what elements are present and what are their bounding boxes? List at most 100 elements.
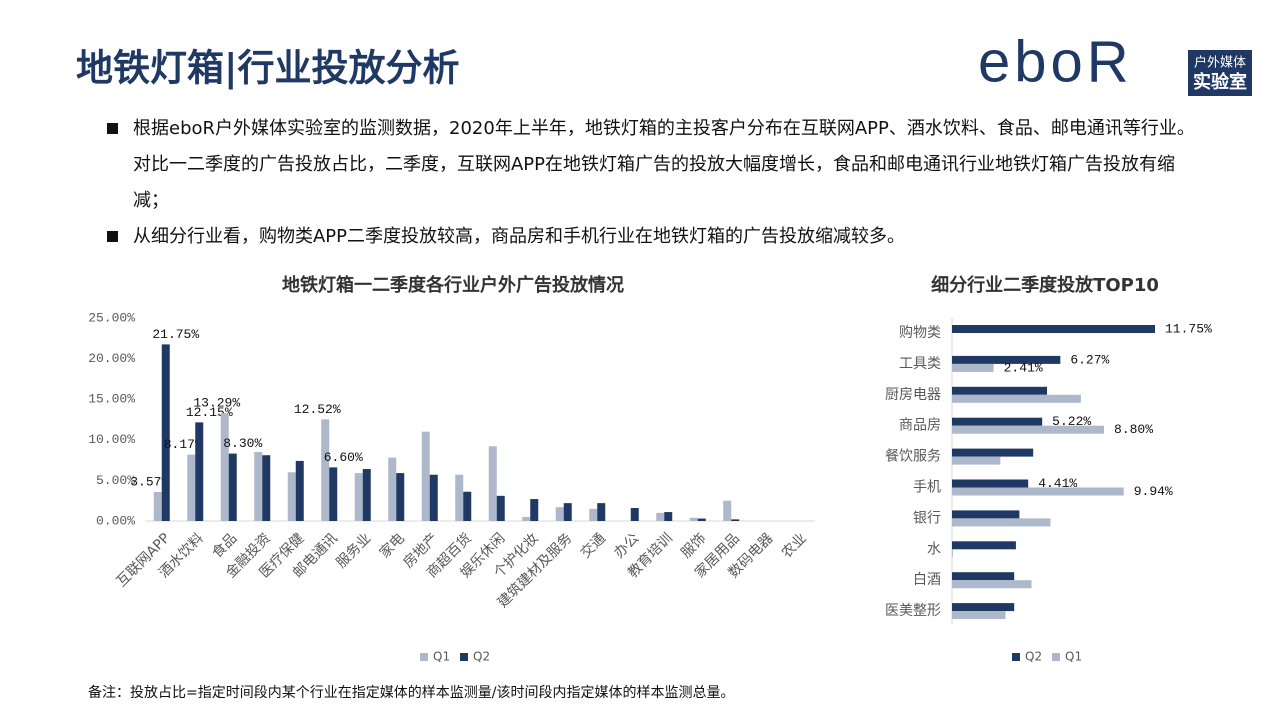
bar — [952, 518, 1051, 527]
bar — [656, 512, 665, 521]
logo-box — [1188, 50, 1252, 96]
bar — [396, 473, 405, 521]
bar — [630, 508, 639, 521]
y-tick-label: 餐饮服务 — [885, 449, 941, 465]
bar — [488, 446, 497, 521]
bar — [731, 519, 740, 521]
y-tick-label: 商品房 — [899, 418, 941, 434]
legend-swatch — [1052, 653, 1060, 661]
bar — [952, 456, 1001, 465]
bar — [597, 503, 606, 521]
bar — [952, 355, 1061, 364]
y-tick-label: 医美整形 — [885, 603, 941, 619]
bar — [362, 469, 371, 521]
bar — [563, 503, 572, 521]
bar — [952, 425, 1105, 434]
bar — [522, 516, 531, 521]
bar — [262, 455, 271, 521]
bar — [455, 474, 464, 521]
bar — [195, 422, 204, 521]
legend-swatch — [1012, 653, 1020, 661]
legend-label: Q1 — [1065, 650, 1082, 664]
bar — [287, 472, 296, 521]
y-tick-label: 水 — [927, 541, 941, 557]
bar — [952, 549, 953, 558]
bullet-list: 根据eboR户外媒体实验室的监测数据，2020年上半年，地铁灯箱的主投客户分布在… — [105, 111, 1195, 255]
bar — [952, 510, 1020, 519]
bar — [254, 451, 263, 521]
bar — [697, 518, 706, 521]
note: 备注：投放占比=指定时间段内某个行业在指定媒体的样本监测量/该时间段内指定媒体的… — [88, 684, 734, 701]
chart-title: 细分行业二季度投放TOP10 — [931, 274, 1159, 296]
bar — [952, 325, 1155, 333]
bar — [952, 448, 1034, 457]
value-label: 2.41% — [1004, 360, 1043, 375]
bar — [295, 460, 304, 521]
y-tick-label: 10.00% — [88, 432, 135, 447]
value-label: 3.57% — [130, 474, 169, 489]
y-tick-label: 白酒 — [913, 572, 941, 588]
bar — [463, 491, 472, 521]
bar — [589, 508, 598, 521]
page-title: 地铁灯箱|行业投放分析 — [76, 47, 460, 90]
value-label: 8.80% — [1114, 422, 1153, 437]
legend-label: Q1 — [433, 650, 450, 664]
bar — [555, 507, 564, 521]
bar — [952, 417, 1043, 426]
x-tick-label: 农业 — [779, 530, 810, 561]
value-label: 8.30% — [223, 436, 262, 451]
x-tick-label: 服务业 — [333, 530, 374, 571]
bar — [952, 580, 1032, 589]
logo-line1: 户外媒体 — [1194, 55, 1246, 71]
bar — [220, 413, 229, 521]
bar — [496, 495, 505, 521]
legend-label: Q2 — [1025, 650, 1042, 664]
bar — [952, 541, 1016, 550]
value-label: 5.22% — [1052, 414, 1091, 429]
y-tick-label: 厨房电器 — [885, 387, 941, 403]
bar — [952, 611, 1006, 620]
bar — [421, 431, 430, 521]
bar — [723, 500, 732, 521]
value-label: 12.52% — [294, 402, 341, 417]
x-tick-label: 交通 — [577, 530, 609, 562]
bar — [153, 492, 162, 521]
bar — [329, 467, 338, 521]
y-tick-label: 银行 — [913, 510, 941, 526]
value-label: 11.75% — [1165, 321, 1212, 336]
bar — [228, 453, 237, 521]
y-tick-label: 15.00% — [88, 392, 135, 407]
bar — [321, 419, 330, 521]
bar — [952, 363, 994, 372]
bullet: 根据eboR户外媒体实验室的监测数据，2020年上半年，地铁灯箱的主投客户分布在… — [105, 111, 1195, 219]
bar — [952, 479, 1029, 488]
y-tick-label: 手机 — [913, 480, 941, 496]
value-label: 9.94% — [1134, 484, 1173, 499]
bar — [388, 457, 397, 521]
bar — [354, 473, 363, 521]
y-tick-label: 0.00% — [96, 513, 135, 528]
value-label: 13.29% — [193, 396, 240, 411]
bar — [187, 454, 196, 521]
bar — [952, 394, 1081, 403]
value-label: 6.27% — [1070, 352, 1109, 367]
bar — [429, 474, 438, 521]
bar — [664, 512, 673, 521]
bar — [161, 344, 170, 521]
chart-title: 地铁灯箱一二季度各行业户外广告投放情况 — [282, 274, 624, 296]
bar — [689, 517, 698, 521]
value-label: 21.75% — [152, 327, 199, 342]
bullet: 从细分行业看，购物类APP二季度投放较高，商品房和手机行业在地铁灯箱的广告投放缩… — [105, 219, 1195, 255]
logo-line2: 实验室 — [1193, 71, 1247, 93]
bar — [952, 603, 1015, 612]
bar — [952, 386, 1048, 395]
y-tick-label: 购物类 — [899, 325, 941, 341]
value-label: 6.60% — [324, 450, 363, 465]
legend-swatch — [420, 653, 428, 661]
y-tick-label: 5.00% — [96, 473, 135, 488]
y-tick-label: 20.00% — [88, 351, 135, 366]
value-label: 8.17% — [164, 437, 203, 452]
legend-label: Q2 — [473, 650, 490, 664]
